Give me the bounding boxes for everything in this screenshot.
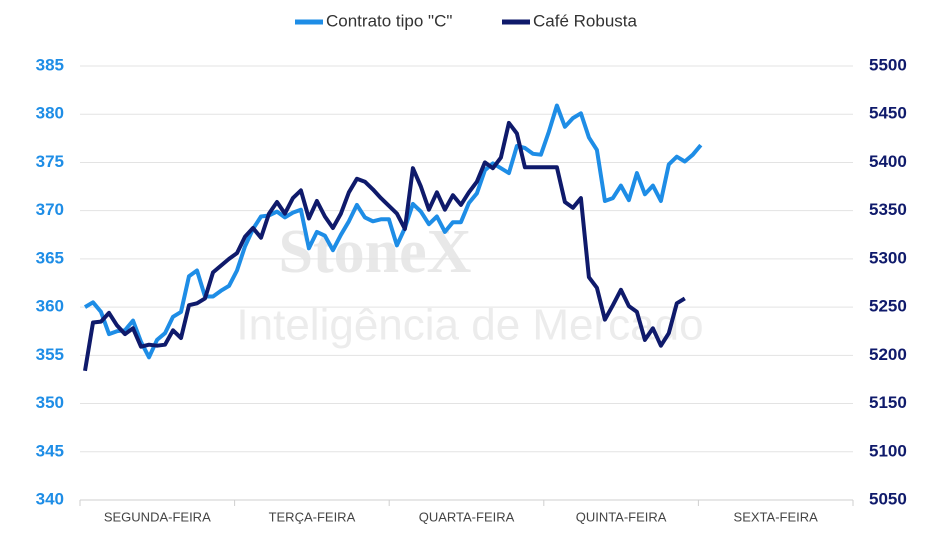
y2-tick-label: 5200 bbox=[869, 345, 907, 364]
y-tick-label: 340 bbox=[36, 489, 64, 508]
series-line bbox=[83, 103, 703, 360]
y2-tick-label: 5050 bbox=[869, 489, 907, 508]
y2-tick-label: 5500 bbox=[869, 55, 907, 74]
y-tick-label: 355 bbox=[36, 345, 64, 364]
x-tick-label: QUINTA-FEIRA bbox=[576, 509, 667, 524]
y2-tick-label: 5450 bbox=[869, 104, 907, 123]
watermark-text: Inteligência de Mercado bbox=[236, 301, 703, 350]
y2-tick-label: 5250 bbox=[869, 297, 907, 316]
y2-tick-label: 5300 bbox=[869, 248, 907, 267]
series-line bbox=[83, 120, 686, 372]
watermark-logo: StoneX bbox=[279, 218, 472, 286]
x-tick-label: SEGUNDA-FEIRA bbox=[104, 509, 211, 524]
y-tick-label: 370 bbox=[36, 200, 64, 219]
y-tick-label: 385 bbox=[36, 55, 64, 74]
y-tick-label: 365 bbox=[36, 248, 64, 267]
y-tick-label: 375 bbox=[36, 152, 64, 171]
legend-label: Café Robusta bbox=[533, 11, 637, 30]
y-tick-label: 360 bbox=[36, 297, 64, 316]
y-tick-label: 345 bbox=[36, 441, 64, 460]
legend-label: Contrato tipo "C" bbox=[326, 11, 452, 30]
y-tick-label: 350 bbox=[36, 393, 64, 412]
y-tick-label: 380 bbox=[36, 104, 64, 123]
x-tick-label: SEXTA-FEIRA bbox=[734, 509, 819, 524]
x-tick-label: TERÇA-FEIRA bbox=[269, 509, 356, 524]
y2-tick-label: 5150 bbox=[869, 393, 907, 412]
y2-tick-label: 5400 bbox=[869, 152, 907, 171]
y2-tick-label: 5350 bbox=[869, 200, 907, 219]
y2-tick-label: 5100 bbox=[869, 441, 907, 460]
x-tick-label: QUARTA-FEIRA bbox=[419, 509, 515, 524]
